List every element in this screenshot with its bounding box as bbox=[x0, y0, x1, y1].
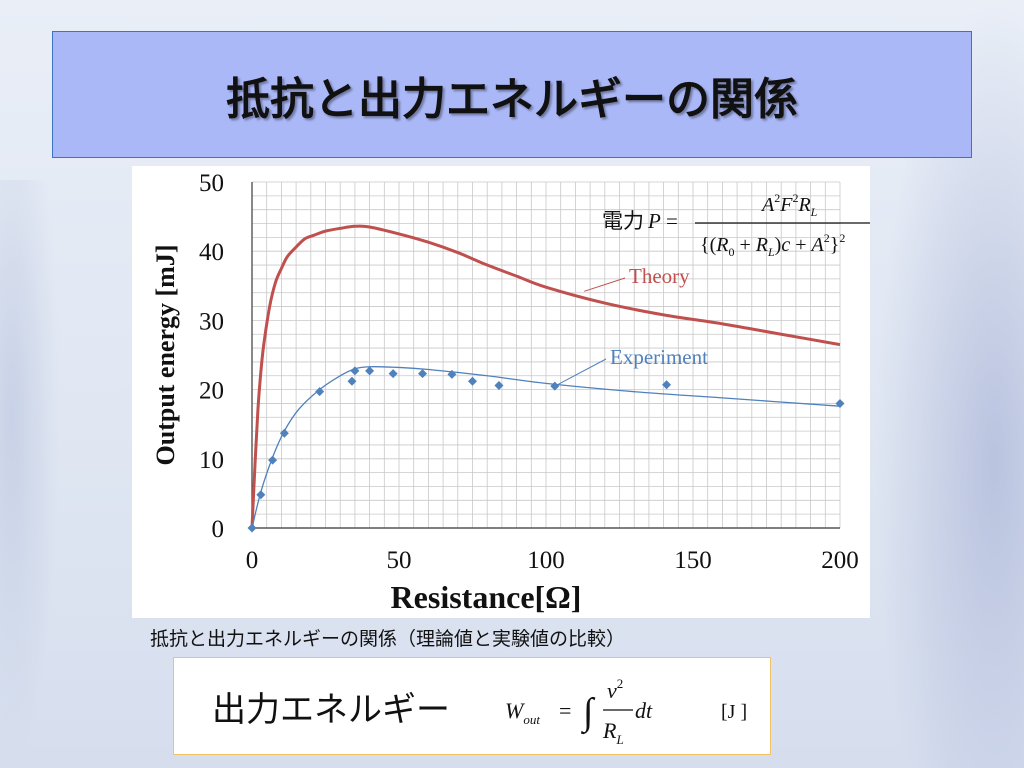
experiment-data-point bbox=[550, 381, 560, 391]
formula-numerator: A2F2RL bbox=[760, 191, 818, 219]
formula-rl: RL bbox=[602, 718, 624, 747]
experiment-leader-line bbox=[554, 358, 607, 387]
chart-caption: 抵抗と出力エネルギーの関係（理論値と実験値の比較） bbox=[150, 628, 626, 650]
experiment-data-point bbox=[315, 387, 325, 397]
y-tick-label: 40 bbox=[199, 239, 224, 266]
energy-formula: Wout = ∫ v2 RL dt [J ] bbox=[505, 676, 747, 747]
x-tick-label: 0 bbox=[246, 547, 259, 574]
experiment-annotation: Experiment bbox=[610, 345, 708, 369]
y-tick-label: 0 bbox=[212, 516, 225, 543]
experiment-fit-line bbox=[251, 366, 841, 529]
y-tick-label: 30 bbox=[199, 308, 224, 335]
experiment-data-point bbox=[835, 398, 845, 408]
unit-label: [J ] bbox=[721, 701, 747, 723]
experiment-data-point bbox=[662, 380, 672, 390]
power-label: 電力 bbox=[602, 209, 644, 233]
experiment-data-point bbox=[468, 376, 477, 386]
series-layer bbox=[247, 224, 845, 533]
x-tick-label: 50 bbox=[387, 547, 412, 574]
x-tick-label: 100 bbox=[527, 547, 565, 574]
formula-p: P bbox=[647, 209, 661, 233]
formula-v2: v2 bbox=[607, 676, 623, 703]
experiment-data-point bbox=[256, 490, 266, 500]
chart-panel: 0 50 100 150 200 0 10 20 30 40 50 Resistance[Ω] Ou… bbox=[132, 166, 870, 618]
integral-sign: ∫ bbox=[581, 691, 596, 735]
experiment-data-point bbox=[418, 369, 428, 379]
experiment-data-point bbox=[350, 366, 360, 376]
formula-equals: = bbox=[666, 209, 678, 233]
x-axis-title: Resistance[Ω] bbox=[391, 579, 582, 615]
y-tick-label: 20 bbox=[199, 378, 224, 405]
formula-dt: dt bbox=[635, 698, 653, 723]
theory-series-line bbox=[250, 224, 841, 529]
x-tick-label: 150 bbox=[674, 547, 712, 574]
power-formula: 電力 P = A2F2RL {(R0 + RL)c + A2}2 bbox=[602, 191, 870, 259]
grid-layer bbox=[251, 181, 841, 529]
formula-denominator: {(R0 + RL)c + A2}2 bbox=[700, 231, 845, 259]
experiment-data-point bbox=[247, 523, 257, 533]
experiment-data-point bbox=[494, 380, 504, 390]
experiment-data-point bbox=[447, 369, 457, 379]
y-axis-title: Output energy [mJ] bbox=[151, 245, 180, 466]
energy-label: 出力エネルギー bbox=[212, 690, 450, 730]
annotation-layer: Theory Experiment bbox=[554, 264, 708, 387]
experiment-data-point bbox=[388, 369, 398, 379]
y-tick-label: 10 bbox=[199, 447, 224, 474]
formula-equals-2: = bbox=[559, 698, 571, 723]
theory-annotation: Theory bbox=[629, 264, 690, 288]
experiment-data-point bbox=[279, 428, 289, 438]
x-tick-label: 200 bbox=[821, 547, 859, 574]
energy-formula-box: 出力エネルギー Wout = ∫ v2 RL dt [J ] bbox=[173, 657, 771, 755]
slide-title-box: 抵抗と出力エネルギーの関係 bbox=[52, 31, 972, 158]
experiment-data-point bbox=[347, 376, 357, 386]
tick-label-layer: 0 50 100 150 200 0 10 20 30 40 50 bbox=[199, 170, 859, 574]
theory-leader-line bbox=[584, 277, 626, 292]
experiment-data-point bbox=[268, 455, 278, 465]
slide-title: 抵抗と出力エネルギーの関係 bbox=[226, 73, 798, 125]
formula-w-out: Wout bbox=[505, 698, 540, 727]
experiment-data-point bbox=[365, 366, 375, 376]
background-decoration-left bbox=[0, 180, 60, 768]
y-tick-label: 50 bbox=[199, 170, 224, 197]
output-energy-chart: 0 50 100 150 200 0 10 20 30 40 50 Resistance[Ω] Ou… bbox=[151, 170, 870, 615]
